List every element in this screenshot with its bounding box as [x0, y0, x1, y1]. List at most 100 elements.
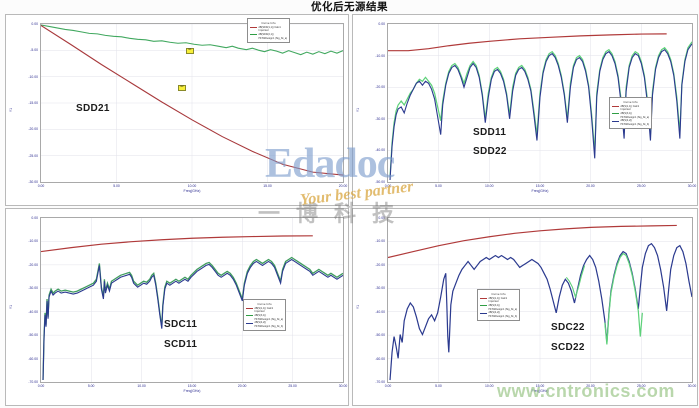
- legend-entry-text: dB(S(1,1)) Calc1: [620, 104, 640, 108]
- legend-row: dB(S(1,1)) Calc1: [246, 307, 283, 310]
- legend-row: dB(S(1,1)) Calc1: [480, 297, 517, 300]
- mode-conversion-port2-chart[interactable]: 0.00 -10.00 -20.00 -30.00 -40.00 -50.00 …: [352, 208, 698, 406]
- ytick: -50.00: [375, 333, 385, 338]
- return-loss-chart[interactable]: 0.00 -10.00 -20.00 -30.00 -40.00 -50.00 …: [352, 14, 698, 206]
- curve-label-sdd21: SDD21: [76, 103, 110, 114]
- legend-swatch-icon: [480, 305, 487, 307]
- plot-area-sdc22: 0.00 -10.00 -20.00 -30.00 -40.00 -50.00 …: [375, 216, 696, 393]
- xtick: 20.00: [586, 384, 595, 388]
- legend-title: Curve Info: [491, 291, 506, 296]
- curve-info-legend[interactable]: Curve Info dB(S(1,1)) Calc1 Imported dB(…: [609, 97, 653, 130]
- legend-entry-sub: Imported: [620, 108, 631, 112]
- ytick: -15.00: [28, 101, 38, 105]
- legend-spacer-icon: [246, 312, 253, 313]
- legend-swatch-icon: [612, 120, 619, 122]
- ytick: -10.00: [28, 74, 38, 79]
- ytick: -30.00: [28, 286, 38, 291]
- xtick: 10.00: [187, 184, 197, 188]
- insertion-loss-chart[interactable]: 0.00 -5.00 -10.00 -15.00 -20.00 -25.00 -…: [5, 14, 349, 206]
- x-axis-title: Freq(GHz): [183, 389, 201, 393]
- curve-label-sdd11: SDD11: [473, 127, 507, 138]
- xtick: 20.00: [237, 384, 247, 388]
- legend-row: HFSSDesign1 (Sig_hk_b): [612, 123, 650, 126]
- x-axis-title: Freq(GHz): [531, 389, 549, 393]
- legend-swatch-icon: [250, 34, 257, 36]
- legend-spacer-icon: [246, 319, 253, 320]
- xtick: 25.00: [636, 184, 646, 188]
- legend-row: HFSSDesign1 (Sig_hk_b): [480, 315, 518, 318]
- xtick: 5.00: [87, 384, 95, 388]
- xtick: 15.00: [263, 184, 272, 188]
- xtick: 15.00: [535, 384, 545, 388]
- legend-title: Curve Info: [261, 20, 276, 25]
- legend-entry-sub: Imported: [488, 300, 499, 304]
- ytick: -40.00: [375, 309, 385, 314]
- curve-label-scd22: SCD22: [551, 342, 585, 353]
- ytick: -30.00: [375, 286, 385, 291]
- legend-entry-sub: Imported: [254, 310, 265, 314]
- ytick: -5.00: [30, 48, 38, 53]
- legend-swatch-icon: [250, 26, 257, 28]
- legend-swatch-icon: [480, 297, 487, 299]
- ytick: -20.00: [28, 262, 38, 267]
- legend-swatch-icon: [612, 105, 619, 107]
- legend-row: dB(SDD(2,1)): [250, 33, 287, 36]
- legend-row: dB(S(4,2)): [612, 119, 649, 122]
- legend-row: dB(S(4,2)): [246, 321, 283, 324]
- ytick: -20.00: [28, 127, 38, 132]
- plot-area-sdc11: 0.00 -10.00 -20.00 -30.00 -40.00 -50.00 …: [28, 216, 347, 393]
- sdc11-curves: [41, 218, 343, 382]
- y-axis-title: Y1: [9, 304, 14, 310]
- legend-entry-text: dB(SDD(1,1)) Calc1: [258, 25, 281, 29]
- legend-spacer-icon: [480, 302, 487, 303]
- ytick: -25.00: [28, 153, 38, 158]
- legend-row: HFSSDesign1 (Sig_hk_a): [246, 318, 284, 321]
- page-title: 优化后无源结果: [311, 1, 388, 13]
- legend-row: HFSSDesign1 (Sig_hk_b): [246, 325, 284, 328]
- legend-spacer-icon: [612, 117, 619, 118]
- ytick: -30.00: [28, 180, 38, 184]
- ytick: -50.00: [375, 180, 385, 184]
- legend-title: Curve Info: [623, 99, 638, 104]
- marker-m2[interactable]: m2: [178, 85, 186, 91]
- sdd11-curves: [388, 24, 692, 182]
- legend-entry-sub: HFSSDesign1 (Sig_hk_a): [258, 36, 288, 40]
- legend-row: dB(S(3,1)): [480, 304, 517, 307]
- curve-label-scd11: SCD11: [164, 339, 198, 350]
- xtick: 20.00: [586, 184, 595, 188]
- legend-row: HFSSDesign1 (Sig_hk_a): [250, 36, 288, 40]
- curve-label-sdc22: SDC22: [551, 322, 585, 333]
- legend-entry-text: dB(S(1,1)) Calc1: [488, 296, 508, 300]
- xtick: 0.00: [37, 184, 45, 188]
- curve-info-legend[interactable]: Curve Info dB(S(1,1)) Calc1 Imported dB(…: [243, 299, 287, 332]
- xtick: 20.00: [338, 184, 348, 188]
- legend-spacer-icon: [480, 309, 487, 310]
- ytick: -10.00: [375, 239, 385, 244]
- legend-title: Curve Info: [257, 301, 272, 306]
- ytick: 0.00: [31, 216, 38, 220]
- xtick: 15.00: [535, 184, 545, 188]
- curve-label-sdd22: SDD22: [473, 146, 507, 157]
- curve-info-legend[interactable]: Curve Info dB(SDD(1,1)) Calc1 Imported d…: [247, 18, 291, 43]
- legend-entry-text: dB(S(3,1)): [620, 111, 633, 115]
- legend-swatch-icon: [246, 322, 253, 324]
- y-axis-title: Y1: [9, 107, 14, 113]
- sdc22-curves: [388, 218, 692, 382]
- xtick: 10.00: [484, 384, 494, 388]
- curve-info-legend[interactable]: Curve Info dB(S(1,1)) Calc1 Imported dB(…: [477, 289, 521, 322]
- ytick: 0.00: [31, 22, 38, 26]
- mode-conversion-port1-chart[interactable]: 0.00 -10.00 -20.00 -30.00 -40.00 -50.00 …: [5, 208, 349, 406]
- xtick: 30.00: [687, 384, 697, 388]
- marker-m1[interactable]: m1: [186, 48, 194, 54]
- legend-row: dB(SDD(1,1)) Calc1: [250, 26, 287, 29]
- ytick: -60.00: [28, 356, 38, 361]
- legend-spacer-icon: [612, 110, 619, 111]
- legend-spacer-icon: [480, 316, 487, 317]
- legend-swatch-icon: [246, 315, 253, 317]
- legend-row: dB(S(3,1)): [246, 314, 283, 317]
- ytick: -20.00: [375, 85, 385, 90]
- legend-spacer-icon: [250, 38, 257, 39]
- legend-spacer-icon: [612, 124, 619, 125]
- xtick: 10.00: [484, 184, 494, 188]
- legend-entry-text: dB(S(4,2)): [620, 119, 633, 123]
